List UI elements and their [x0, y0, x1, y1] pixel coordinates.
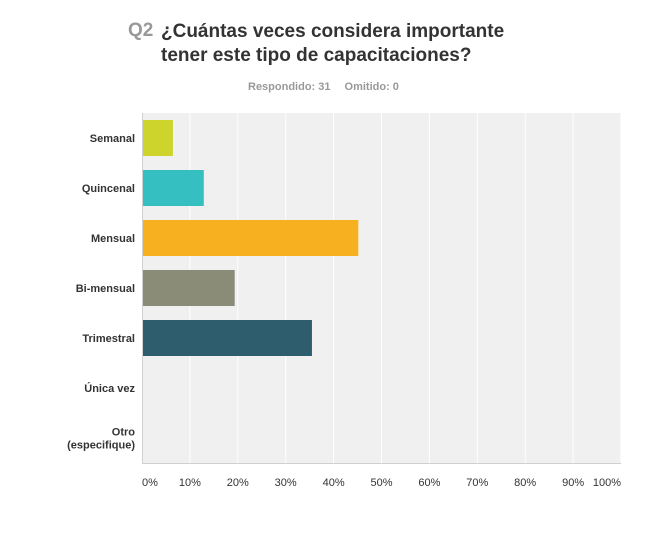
- bar[interactable]: [143, 320, 312, 356]
- x-tick-label: 90%: [562, 477, 584, 489]
- category-label-line: Semanal: [90, 133, 135, 145]
- question-title-line-2: tener este tipo de capacitaciones?: [161, 45, 472, 66]
- bar[interactable]: [143, 170, 204, 206]
- skipped-count: Omitido: 0: [344, 81, 399, 93]
- bar[interactable]: [143, 220, 359, 256]
- x-tick-label: 20%: [227, 477, 249, 489]
- category-label: Bi-mensual: [76, 283, 135, 295]
- x-tick-label: 50%: [370, 477, 392, 489]
- x-tick-label: 10%: [179, 477, 201, 489]
- x-tick-label: 80%: [514, 477, 536, 489]
- question-number: Q2: [128, 20, 154, 41]
- category-label: Semanal: [90, 133, 135, 145]
- category-label-line: Única vez: [84, 382, 135, 395]
- category-label-line: (especifique): [67, 440, 135, 452]
- x-tick-label: 100%: [593, 477, 621, 489]
- x-tick-label: 30%: [275, 477, 297, 489]
- category-label-line: Bi-mensual: [76, 283, 135, 295]
- category-label-line: Mensual: [91, 233, 135, 245]
- x-tick-label: 70%: [466, 477, 488, 489]
- bar[interactable]: [143, 270, 235, 306]
- question-title-line-1: ¿Cuántas veces considera importante: [161, 21, 505, 42]
- bar[interactable]: [143, 120, 173, 156]
- x-tick-label: 0%: [142, 477, 158, 489]
- response-stats: Respondido: 31 Omitido: 0: [248, 81, 399, 93]
- category-label: Otro (especifique): [67, 427, 135, 452]
- category-label-line: Trimestral: [82, 333, 135, 345]
- question-title: ¿Cuántas veces considera importante tene…: [161, 20, 601, 68]
- x-tick-label: 40%: [323, 477, 345, 489]
- answered-count: Respondido: 31: [248, 81, 331, 93]
- x-tick-label: 60%: [418, 477, 440, 489]
- category-label: Mensual: [91, 233, 135, 245]
- category-label: Trimestral: [82, 333, 135, 345]
- category-label-line: Quincenal: [82, 183, 135, 195]
- category-label: Única vez: [84, 382, 135, 395]
- category-label-line: Otro: [112, 427, 136, 439]
- category-label: Quincenal: [82, 183, 135, 195]
